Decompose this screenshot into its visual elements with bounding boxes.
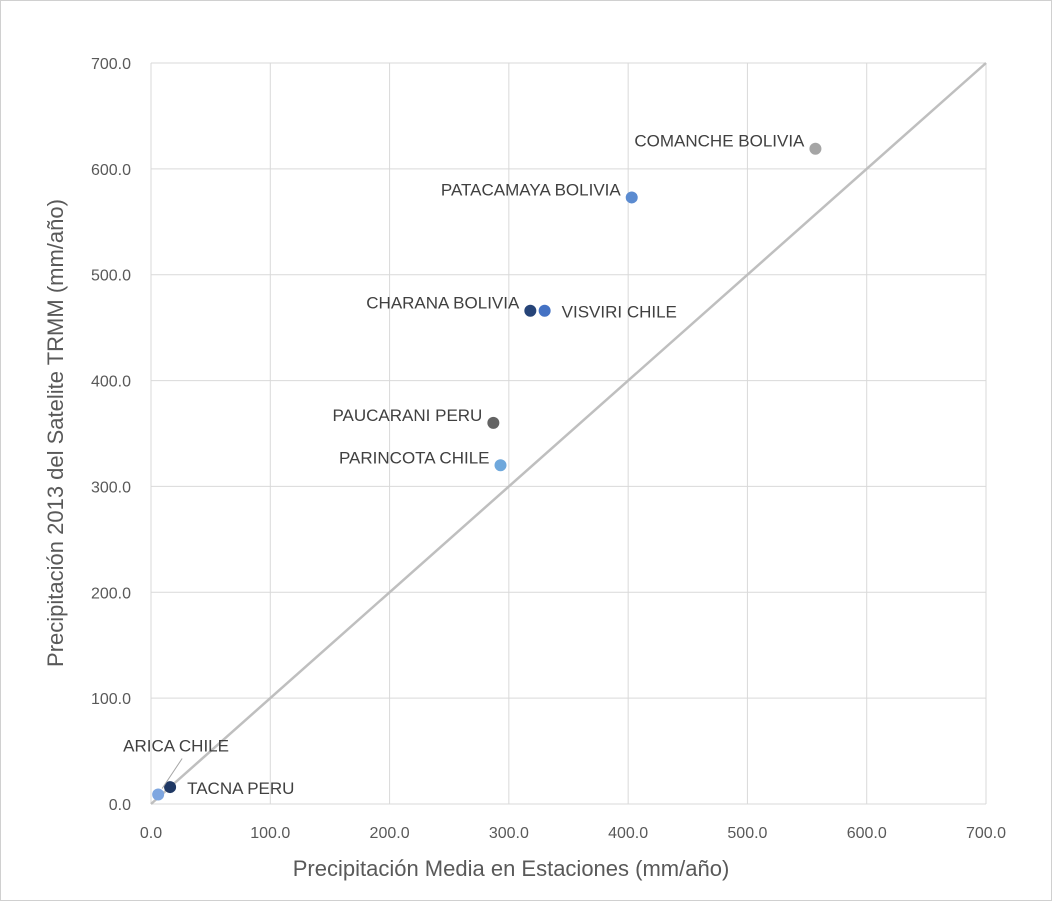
x-tick-label: 600.0 (847, 825, 887, 842)
x-tick-label: 200.0 (370, 825, 410, 842)
data-point (494, 459, 507, 472)
data-point (524, 304, 537, 317)
data-point (487, 416, 500, 429)
point-label: TACNA PERU (187, 779, 294, 798)
y-axis-title: Precipitación 2013 del Satelite TRMM (mm… (43, 199, 68, 667)
y-tick-label: 0.0 (109, 797, 131, 814)
data-point (809, 142, 822, 155)
point-label: PATACAMAYA BOLIVIA (441, 180, 621, 199)
data-point (538, 304, 551, 317)
x-tick-label: 300.0 (489, 825, 529, 842)
point-label: ARICA CHILE (123, 736, 229, 755)
grid (150, 62, 987, 805)
reference-line-layer (150, 62, 987, 805)
x-tick-label: 700.0 (966, 825, 1006, 842)
x-tick-label: 0.0 (140, 825, 162, 842)
y-tick-label: 200.0 (91, 585, 131, 602)
label-leader-line (161, 758, 183, 789)
data-point (164, 781, 177, 794)
data-point (625, 191, 638, 204)
y-tick-label: 100.0 (91, 691, 131, 708)
x-tick-label: 100.0 (250, 825, 290, 842)
point-label: CHARANA BOLIVIA (366, 294, 520, 313)
point-label: PARINCOTA CHILE (339, 448, 490, 467)
x-tick-label: 400.0 (608, 825, 648, 842)
y-tick-label: 600.0 (91, 162, 131, 179)
point-labels: COMANCHE BOLIVIA PATACAMAYA BOLIVIA CHARAN… (123, 132, 805, 798)
point-label: PAUCARANI PERU (332, 406, 482, 425)
data-point (152, 788, 165, 801)
point-label: VISVIRI CHILE (562, 303, 677, 322)
x-axis-title: Precipitación Media en Estaciones (mm/añ… (293, 856, 730, 881)
y-tick-label: 300.0 (91, 479, 131, 496)
reference-line (150, 62, 987, 805)
data-points (152, 142, 822, 801)
y-tick-label: 500.0 (91, 268, 131, 285)
tick-labels: 0.0 100.0 200.0 300.0 400.0 500.0 600.0 700.0 0.… (91, 56, 1006, 842)
y-tick-label: 700.0 (91, 56, 131, 73)
x-tick-label: 500.0 (727, 825, 767, 842)
y-tick-label: 400.0 (91, 374, 131, 391)
point-label: COMANCHE BOLIVIA (634, 132, 805, 151)
